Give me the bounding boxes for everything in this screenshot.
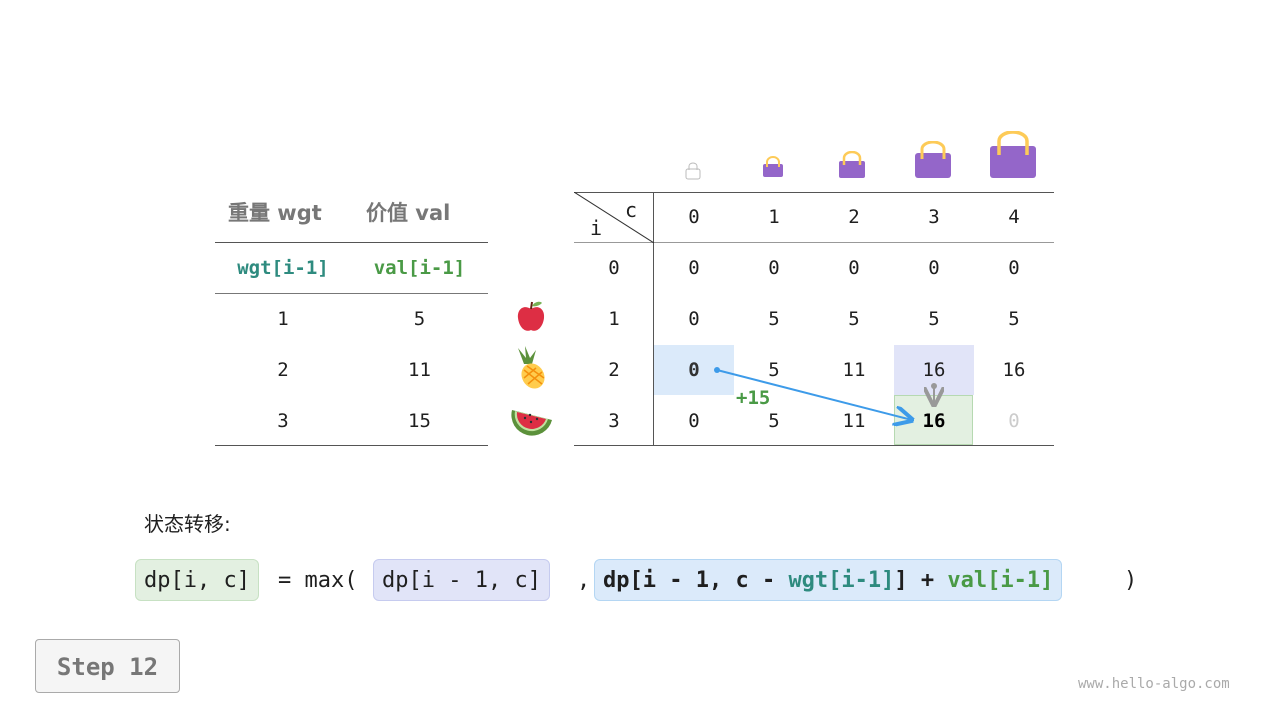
header-weight: 重量 wgt	[228, 201, 322, 225]
corner-i: i	[590, 216, 603, 240]
apple-icon	[517, 301, 545, 331]
capacity-header: 2	[848, 206, 860, 228]
corner-diagonal	[574, 192, 654, 243]
val-cell: 15	[408, 410, 431, 432]
divider	[215, 445, 488, 446]
wgt-cell: 1	[277, 308, 289, 330]
subheader-val: val[i-1]	[373, 257, 466, 279]
val-cell: 11	[408, 359, 431, 381]
dp-cell: 5	[768, 410, 780, 432]
corner-c: c	[625, 198, 638, 222]
watermark: www.hello-algo.com	[1078, 676, 1230, 692]
row-label: 0	[608, 257, 620, 279]
formula-term-a: dp[i - 1, c]	[373, 559, 550, 601]
dp-cell: 5	[848, 308, 860, 330]
wgt-cell: 2	[277, 359, 289, 381]
dp-cell: 5	[928, 308, 940, 330]
dp-cell: 0	[688, 257, 700, 279]
capacity-header: 0	[688, 206, 700, 228]
divider	[215, 242, 488, 243]
dp-cell: 0	[688, 410, 700, 432]
watermelon-icon	[511, 410, 552, 436]
dp-cell: 0	[688, 359, 700, 381]
capacity-header: 4	[1008, 206, 1020, 228]
bag-icon-2	[839, 151, 865, 178]
dp-cell: 0	[1008, 410, 1020, 432]
capacity-header: 1	[768, 206, 780, 228]
row-label: 2	[608, 359, 620, 381]
formula-close: )	[1124, 568, 1138, 593]
arrow-diagonal	[716, 369, 912, 420]
formula-term-b: dp[i - 1, c - wgt[i-1]] + val[i-1]	[594, 559, 1063, 601]
dp-cell: 0	[928, 257, 940, 279]
row-label: 3	[608, 410, 620, 432]
formula-lhs: dp[i, c]	[135, 559, 259, 601]
pineapple-icon	[518, 346, 545, 389]
dp-cell: 16	[922, 410, 946, 432]
b-part: dp[i - 1, c -	[603, 568, 789, 593]
header-value: 价值 val	[366, 201, 451, 225]
dp-cell: 5	[768, 308, 780, 330]
dp-cell: 11	[842, 359, 866, 381]
dp-cell: 0	[768, 257, 780, 279]
divider	[215, 293, 488, 294]
dp-cell: 16	[1002, 359, 1026, 381]
step-button[interactable]: Step 12	[35, 639, 180, 693]
subheader-wgt: wgt[i-1]	[237, 257, 329, 279]
formula-title: 状态转移:	[144, 512, 231, 536]
dp-cell: 5	[1008, 308, 1020, 330]
dp-cell: 0	[1008, 257, 1020, 279]
bag-icon-4	[990, 131, 1036, 178]
dp-cell: 11	[842, 410, 866, 432]
b-part: ] +	[894, 568, 948, 593]
divider	[574, 242, 1054, 243]
vertical-divider	[653, 192, 654, 446]
b-wgt: wgt[i-1]	[788, 568, 895, 593]
formula-comma: ,	[577, 568, 591, 593]
b-val: val[i-1]	[947, 568, 1054, 593]
plus-label: +15	[736, 387, 771, 409]
row-label: 1	[608, 308, 620, 330]
dp-cell: 5	[768, 359, 780, 381]
dp-cell: 0	[848, 257, 860, 279]
bag-icon-3	[915, 141, 951, 178]
capacity-header: 3	[928, 206, 940, 228]
dp-cell: 16	[922, 359, 946, 381]
divider	[574, 192, 1054, 193]
dp-cell: 0	[688, 308, 700, 330]
formula-max: = max(	[278, 568, 358, 593]
val-cell: 5	[413, 308, 426, 330]
bag-icon-0	[685, 162, 701, 180]
wgt-cell: 3	[277, 410, 289, 432]
bag-icon-1	[763, 156, 783, 177]
divider	[574, 445, 1054, 446]
